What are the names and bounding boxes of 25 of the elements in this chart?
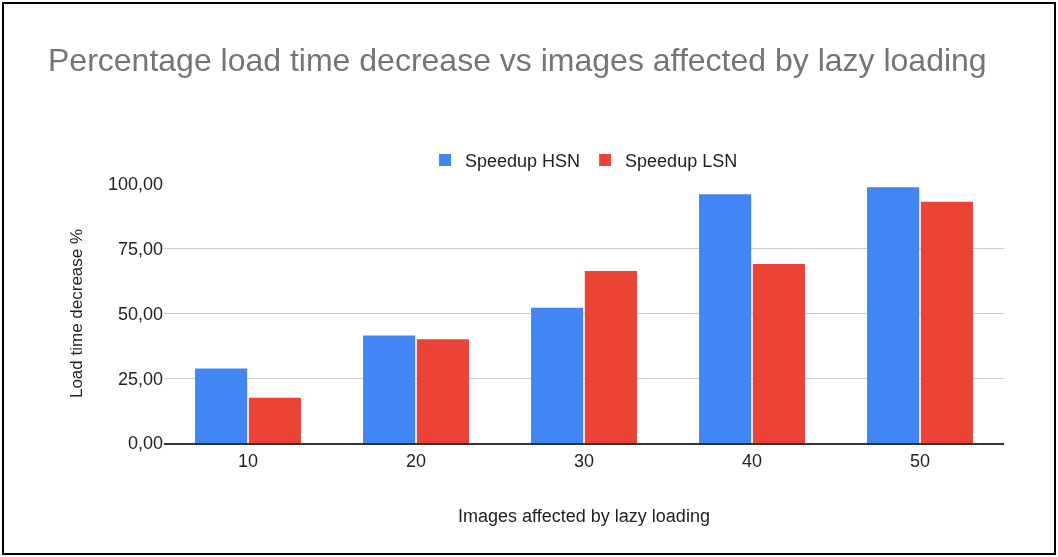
bar [248, 397, 301, 443]
y-tick-label: 75,00 [117, 239, 163, 260]
y-tick-label: 25,00 [117, 368, 163, 389]
x-tick-label: 10 [237, 450, 259, 471]
x-axis-title: Images affected by lazy loading [458, 506, 710, 527]
bar [363, 335, 416, 443]
bar [867, 187, 920, 443]
legend-label: Speedup HSN [465, 151, 581, 172]
y-tick-label: 0,00 [127, 433, 163, 454]
bar [920, 201, 973, 443]
bar [584, 271, 637, 443]
bar [416, 339, 469, 443]
x-tick-label: 50 [909, 450, 931, 471]
bar [699, 194, 752, 443]
bar [531, 307, 584, 443]
y-tick-label: 50,00 [117, 303, 163, 324]
x-tick-label: 20 [405, 450, 427, 471]
bar [195, 368, 248, 443]
legend-label: Speedup LSN [625, 151, 738, 172]
x-tick-label: 40 [741, 450, 763, 471]
y-tick-label: 100,00 [107, 174, 163, 195]
x-tick-label: 30 [573, 450, 595, 471]
y-axis-title: Load time decrease % [67, 228, 87, 399]
chart-title: Percentage load time decrease vs images affected by lazy loading [48, 42, 988, 78]
bar [752, 264, 805, 443]
